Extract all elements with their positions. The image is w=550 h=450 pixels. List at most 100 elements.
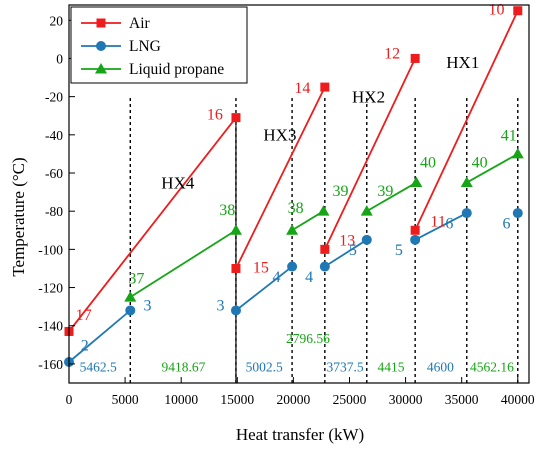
series-lng <box>64 208 523 367</box>
y-axis-title: Temperature (°C) <box>9 157 28 276</box>
point-label: 5 <box>349 242 357 259</box>
series-line <box>235 86 326 269</box>
data-point <box>410 234 421 245</box>
data-point <box>230 305 241 316</box>
point-label: 6 <box>445 215 453 232</box>
data-point <box>410 53 420 63</box>
data-point <box>229 224 242 235</box>
point-label: 3 <box>144 297 152 314</box>
y-tick-label: -80 <box>45 204 63 219</box>
data-point <box>410 225 420 235</box>
point-label: 4 <box>273 269 281 286</box>
x-tick-label: 30000 <box>389 392 423 407</box>
point-label: 14 <box>294 80 310 97</box>
data-point <box>361 234 372 245</box>
exchanger-label: HX1 <box>446 53 479 72</box>
legend: Air LNG Liquid propane <box>70 6 248 84</box>
data-point <box>96 41 106 51</box>
x-tick-label: 25000 <box>333 392 367 407</box>
duty-label: 5462.5 <box>80 360 117 375</box>
data-point <box>513 6 523 16</box>
point-label: 15 <box>253 259 269 276</box>
series-line <box>366 181 417 212</box>
data-point <box>320 82 330 92</box>
y-tick-label: -60 <box>45 166 63 181</box>
duty-label: 4415 <box>378 360 405 375</box>
x-tick-label: 0 <box>66 392 73 407</box>
data-point <box>286 224 299 235</box>
duty-label: 3737.5 <box>326 360 363 375</box>
point-label: 10 <box>488 2 504 19</box>
point-label: 16 <box>207 107 223 124</box>
point-label: 40 <box>420 154 436 171</box>
exchanger-label: HX3 <box>263 126 296 145</box>
data-point <box>124 291 137 302</box>
data-point <box>511 147 524 159</box>
point-label: 37 <box>128 271 144 288</box>
point-label: 38 <box>288 200 304 217</box>
duty-label: 5002.5 <box>246 360 283 375</box>
duty-label: 4562.16 <box>470 360 514 375</box>
data-point <box>460 176 473 188</box>
series-line <box>324 58 416 250</box>
y-tick-label: -140 <box>38 319 63 334</box>
point-label: 6 <box>503 215 511 232</box>
point-label: 4 <box>305 269 313 286</box>
point-label: 3 <box>216 297 224 314</box>
point-label: 39 <box>333 183 349 200</box>
series-line <box>235 265 293 312</box>
point-label: 13 <box>339 233 355 250</box>
point-label: 5 <box>395 242 403 259</box>
point-label: 39 <box>377 183 393 200</box>
series-line <box>68 117 237 333</box>
data-point <box>317 205 330 216</box>
x-tick-label: 20000 <box>277 392 311 407</box>
data-point <box>125 305 136 316</box>
y-tick-label: 20 <box>50 13 64 28</box>
legend-label: Air <box>129 15 151 32</box>
x-tick-label: 40000 <box>501 392 535 407</box>
legend-label: LNG <box>129 38 161 55</box>
data-point <box>360 205 373 216</box>
data-point <box>287 261 298 272</box>
data-point <box>410 176 423 188</box>
point-label: 40 <box>472 154 488 171</box>
series-line <box>466 153 519 184</box>
point-label: 12 <box>384 45 400 62</box>
data-point <box>461 208 472 219</box>
y-tick-label: -120 <box>38 281 63 296</box>
x-tick-label: 15000 <box>220 392 254 407</box>
point-label: 41 <box>501 128 517 145</box>
duty-label: 2796.56 <box>286 331 330 346</box>
point-label: 2 <box>81 338 89 355</box>
y-tick-label: 0 <box>56 51 63 66</box>
x-axis: 0 5000 10000 15000 20000 25000 30000 35000 40000 <box>66 377 535 407</box>
series-line <box>324 239 368 268</box>
x-tick-label: 35000 <box>445 392 479 407</box>
series-line <box>414 10 519 231</box>
series-layer <box>64 6 524 367</box>
exchanger-label: HX2 <box>352 87 385 106</box>
series-line <box>68 309 131 363</box>
duty-label: 9418.67 <box>162 360 206 375</box>
annotation-layer: 17 16 15 14 13 12 11 10 2 3 3 4 4 5 5 6 6 37 38 38 39 39 40 40 4… <box>76 2 517 375</box>
point-label: 17 <box>76 307 92 324</box>
data-point <box>95 63 107 74</box>
y-tick-label: -100 <box>38 242 63 257</box>
data-point <box>319 261 330 272</box>
series-liquid-propane <box>124 147 524 302</box>
point-label: 11 <box>430 213 445 230</box>
y-tick-label: -20 <box>45 90 63 105</box>
x-tick-label: 10000 <box>164 392 198 407</box>
point-label: 38 <box>219 202 235 219</box>
x-tick-label: 5000 <box>112 392 139 407</box>
exchanger-label: HX4 <box>161 173 195 192</box>
reference-lines <box>129 96 519 383</box>
plot-frame <box>68 4 530 384</box>
data-point <box>231 113 241 123</box>
data-point <box>231 263 241 273</box>
data-point <box>512 208 523 219</box>
x-axis-title: Heat transfer (kW) <box>236 425 364 444</box>
series-line <box>414 212 468 241</box>
